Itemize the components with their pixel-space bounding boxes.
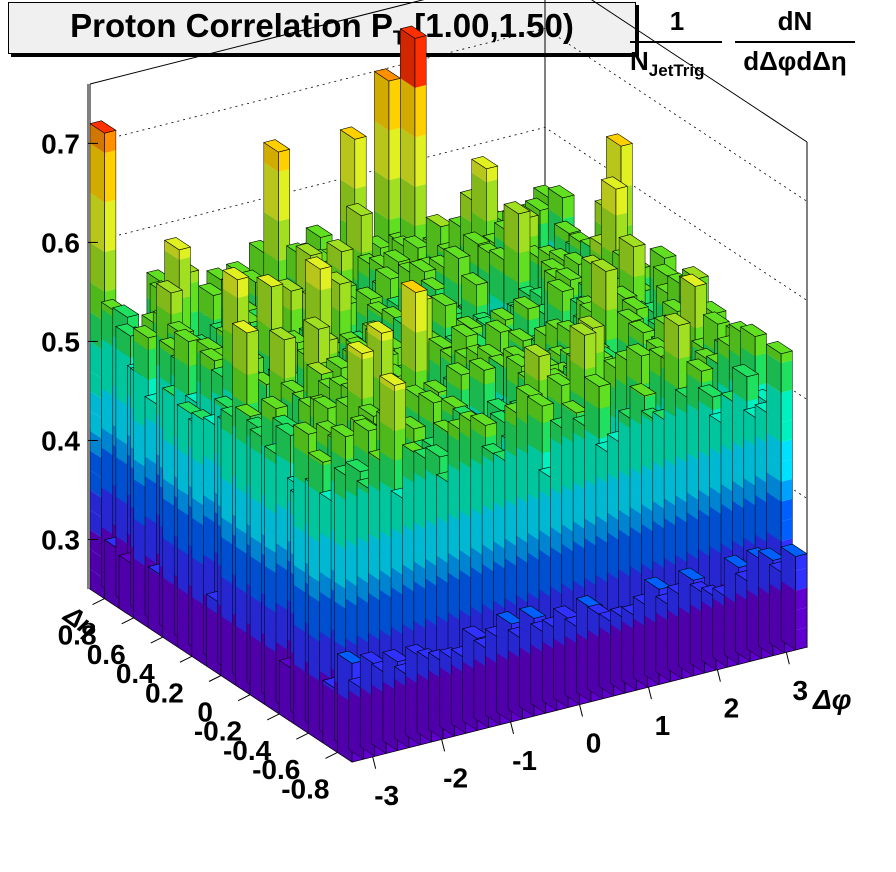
bar-side-segment	[101, 407, 116, 438]
bar-side-segment	[101, 388, 116, 418]
bar-side-segment	[101, 368, 116, 398]
bar-front-segment	[388, 127, 401, 181]
bar-front-segment	[414, 85, 427, 138]
bar-side-segment	[90, 490, 105, 520]
bar-side-segment	[90, 410, 105, 441]
bar-front-segment	[104, 249, 116, 292]
bar-side-segment	[374, 71, 389, 131]
bar-front-segment	[171, 290, 183, 315]
bar-side-segment	[400, 78, 415, 138]
bar-top	[89, 120, 117, 134]
bar-front-segment	[341, 249, 353, 272]
bar-side-segment	[101, 447, 116, 477]
bar-side-segment	[90, 549, 105, 579]
bar-front-segment	[354, 136, 367, 189]
title-box: Proton Correlation PT [1.00,1.50)	[8, 2, 636, 54]
bar-front-segment	[388, 78, 401, 131]
bar-side-segment	[90, 371, 105, 401]
bar-side-segment	[263, 162, 279, 222]
bar-side-segment	[101, 427, 116, 458]
bar-side-segment	[90, 282, 105, 322]
bar-side-segment	[101, 338, 116, 378]
bar-top	[305, 224, 333, 238]
bar-side-segment	[90, 509, 105, 540]
grid-line	[89, 27, 808, 202]
bar-side-segment	[90, 192, 105, 252]
bar-side-segment	[340, 129, 355, 189]
bar-front-segment	[414, 35, 427, 88]
bar-side-segment	[90, 430, 105, 460]
bar-front-segment	[104, 130, 116, 153]
bars-layer	[89, 25, 808, 763]
bar-side-segment	[101, 487, 116, 517]
bar-front-segment	[414, 184, 427, 227]
bar-side-segment	[400, 127, 415, 187]
bar-front-segment	[104, 199, 116, 252]
bar-top	[112, 304, 140, 318]
bar-front-segment	[361, 212, 373, 254]
bar-front-segment	[278, 169, 290, 222]
bar-side-segment	[90, 529, 105, 559]
bar-front-segment	[278, 149, 290, 172]
bar-front-segment	[414, 134, 427, 187]
bar-side-segment	[90, 341, 105, 381]
bar-side-segment	[374, 121, 389, 181]
chart-title: Proton Correlation PT [1.00,1.50)	[9, 7, 635, 51]
grid-line	[89, 126, 808, 301]
bar-side-segment	[90, 470, 105, 500]
bar-side-segment	[90, 143, 105, 203]
bar-side-segment	[90, 391, 105, 421]
bar-side-segment	[101, 467, 116, 497]
bar-side-segment	[90, 450, 105, 480]
bar-front-segment	[104, 150, 116, 203]
bar-side-segment	[101, 506, 116, 537]
bar-side-segment	[90, 242, 105, 292]
frame-top	[89, 0, 808, 143]
bar-side-segment	[400, 28, 415, 88]
bar-side-segment	[101, 308, 116, 349]
bar-front-segment	[388, 177, 401, 220]
bar-front-segment	[562, 195, 575, 219]
bar-front-segment	[486, 179, 498, 222]
bar-side-segment	[101, 302, 116, 319]
